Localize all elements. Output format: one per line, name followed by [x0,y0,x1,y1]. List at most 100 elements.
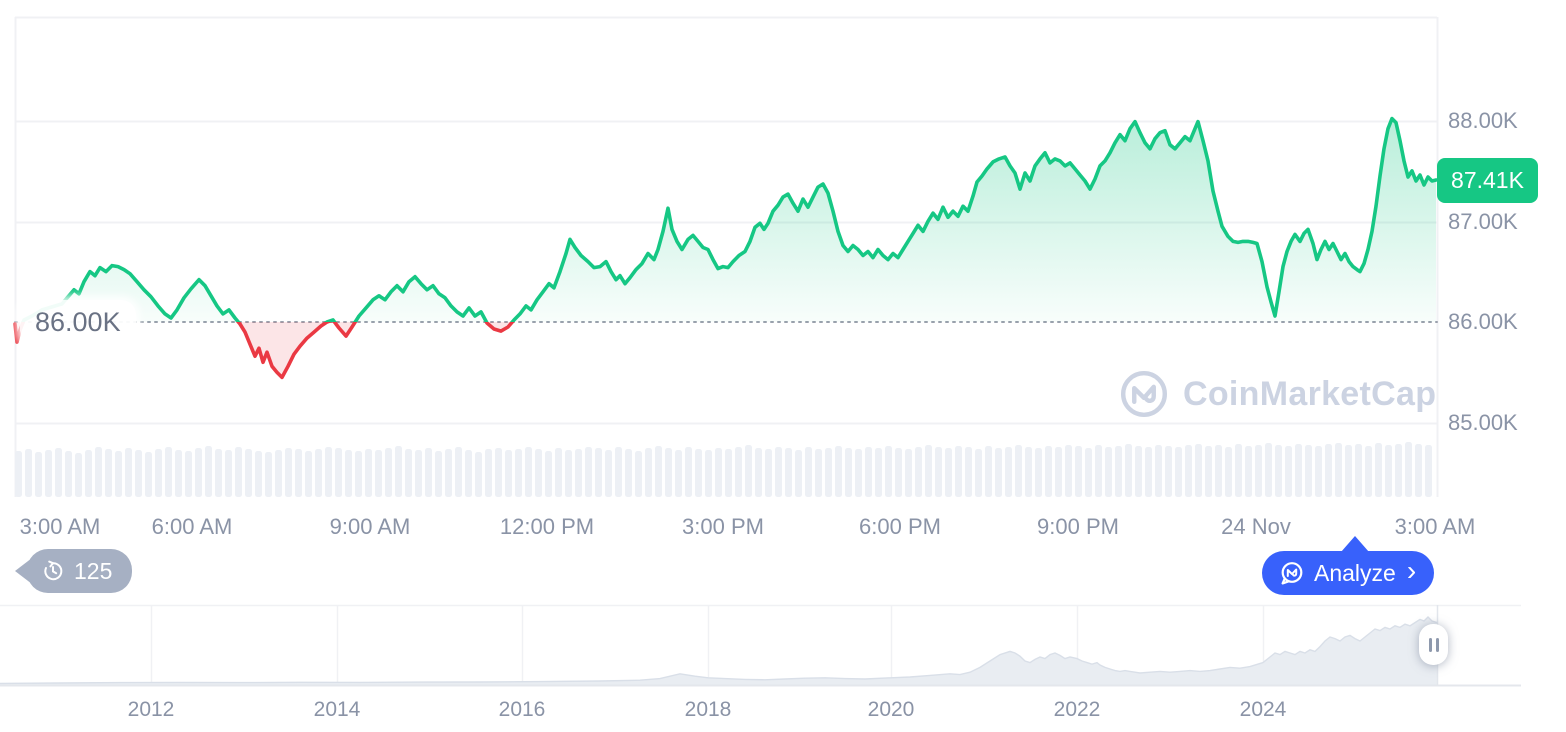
volume-bar [1345,445,1352,497]
volume-bar [775,447,782,497]
minimap-line [0,616,1438,685]
volume-bar [55,448,62,497]
chevron-right-icon: › [1406,555,1417,586]
baseline-price-label: 86.00K [20,300,136,345]
volume-bar [615,447,622,497]
volume-bar [495,448,502,497]
volume-bar [1075,446,1082,497]
analyze-pointer-triangle [1341,536,1369,552]
volume-bar [345,450,352,497]
volume-bar [195,448,202,497]
volume-bar [915,447,922,497]
volume-bar [85,450,92,497]
volume-bar [1285,446,1292,497]
y-axis-tick-label: 88.00K [1448,108,1518,133]
volume-bar [265,452,272,497]
volume-bar [275,450,282,497]
x-axis-tick-label: 24 Nov [1221,514,1291,539]
volume-bar [595,448,602,497]
x-axis-tick-label: 9:00 AM [329,514,411,539]
volume-bar [995,448,1002,497]
volume-bar [645,448,652,497]
volume-bar [705,450,712,497]
volume-bar [1065,445,1072,497]
volume-bar [1305,445,1312,497]
y-axis-tick-label: 87.00K [1448,209,1518,234]
volume-bar [1415,444,1422,497]
volume-bar [1235,444,1242,497]
volume-bar [45,450,52,497]
price-line-red [13,322,515,380]
volume-bar [405,449,412,497]
volume-bar [1095,445,1102,497]
volume-bar [1125,444,1132,497]
volume-bar [945,448,952,497]
volume-bar [305,451,312,497]
volume-bar [295,449,302,497]
volume-bar [1355,444,1362,497]
volume-bar [1265,443,1272,497]
volume-bar [1245,446,1252,497]
y-axis-tick-label: 86.00K [1448,309,1518,334]
volume-bar [445,449,452,497]
volume-bar [675,450,682,497]
volume-bar [835,446,842,497]
volume-bar [485,449,492,497]
volume-bar [255,451,262,497]
volume-bar [505,450,512,497]
volume-bar [175,450,182,497]
x-axis-tick-label: 3:00 AM [1394,514,1476,539]
volume-bar [215,449,222,497]
coinmarketcap-chat-icon [1281,561,1303,584]
volume-bar [1225,447,1232,497]
main-price-chart[interactable] [0,0,1566,505]
volume-bar [515,449,522,497]
volume-bar [795,450,802,497]
volume-bar [685,447,692,497]
x-axis-tick-label: 9:00 PM [1037,514,1119,539]
volume-bar [855,449,862,497]
volume-bar [455,447,462,497]
range-drag-handle[interactable] [1419,624,1448,665]
volume-bar [735,447,742,497]
volume-bar [1105,447,1112,497]
volume-bar [935,447,942,497]
volume-bar [155,449,162,497]
analyze-button-label: Analyze [1314,559,1396,586]
history-count-badge[interactable]: 125 [27,549,133,593]
x-axis-tick-label: 6:00 PM [859,514,941,539]
volume-bar [625,449,632,497]
volume-bar [845,448,852,497]
volume-bar [125,448,132,497]
volume-bar [1375,443,1382,497]
volume-bar [925,445,932,497]
volume-bar [635,451,642,497]
y-axis-tick-label: 85.00K [1448,410,1518,435]
volume-bar [465,450,472,497]
volume-bar [375,450,382,497]
volume-bar [535,449,542,497]
volume-bar [395,446,402,497]
analyze-button[interactable]: Analyze › [1262,551,1434,595]
volume-bar [35,452,42,497]
minimap-year-label: 2016 [498,698,546,721]
minimap-year-label: 2020 [867,698,915,721]
volume-bar [545,451,552,497]
volume-bar [65,451,72,497]
volume-bar [1185,445,1192,497]
volume-bar [785,448,792,497]
current-price-text: 87.41K [1451,167,1524,193]
volume-bar [865,447,872,497]
volume-bar [1215,445,1222,497]
volume-bar [1405,442,1412,497]
volume-bar [765,449,772,497]
volume-bar [105,449,112,497]
volume-bar [885,446,892,497]
current-price-badge: 87.41K [1437,158,1538,203]
x-axis-tick-label: 6:00 AM [151,514,233,539]
volume-bar [555,448,562,497]
volume-bar [1295,444,1302,497]
volume-bar [205,446,212,497]
